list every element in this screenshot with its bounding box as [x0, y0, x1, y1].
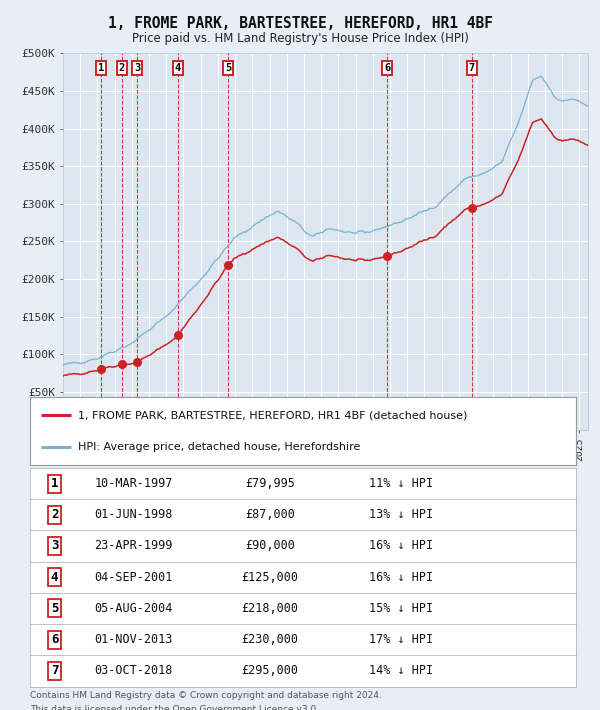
Text: 04-SEP-2001: 04-SEP-2001 — [95, 571, 173, 584]
Text: 3: 3 — [51, 540, 58, 552]
Text: Price paid vs. HM Land Registry's House Price Index (HPI): Price paid vs. HM Land Registry's House … — [131, 32, 469, 45]
Text: 01-JUN-1998: 01-JUN-1998 — [95, 508, 173, 521]
Text: 7: 7 — [51, 665, 58, 677]
Text: 16% ↓ HPI: 16% ↓ HPI — [368, 571, 433, 584]
Text: 2: 2 — [51, 508, 58, 521]
Text: 10-MAR-1997: 10-MAR-1997 — [95, 477, 173, 490]
Text: 05-AUG-2004: 05-AUG-2004 — [95, 602, 173, 615]
Text: £90,000: £90,000 — [245, 540, 295, 552]
Text: 1: 1 — [98, 62, 104, 72]
Text: 3: 3 — [134, 62, 140, 72]
Text: 5: 5 — [225, 62, 231, 72]
Text: HPI: Average price, detached house, Herefordshire: HPI: Average price, detached house, Here… — [78, 442, 361, 452]
Text: This data is licensed under the Open Government Licence v3.0.: This data is licensed under the Open Gov… — [30, 705, 319, 710]
Text: 23-APR-1999: 23-APR-1999 — [95, 540, 173, 552]
Text: £79,995: £79,995 — [245, 477, 295, 490]
Text: 14% ↓ HPI: 14% ↓ HPI — [368, 665, 433, 677]
Text: 1, FROME PARK, BARTESTREE, HEREFORD, HR1 4BF (detached house): 1, FROME PARK, BARTESTREE, HEREFORD, HR1… — [78, 410, 467, 420]
Text: £230,000: £230,000 — [242, 633, 299, 646]
Text: 13% ↓ HPI: 13% ↓ HPI — [368, 508, 433, 521]
Text: 5: 5 — [51, 602, 58, 615]
Text: £218,000: £218,000 — [242, 602, 299, 615]
Text: 01-NOV-2013: 01-NOV-2013 — [95, 633, 173, 646]
Text: 15% ↓ HPI: 15% ↓ HPI — [368, 602, 433, 615]
Text: 17% ↓ HPI: 17% ↓ HPI — [368, 633, 433, 646]
Text: 11% ↓ HPI: 11% ↓ HPI — [368, 477, 433, 490]
Text: 6: 6 — [51, 633, 58, 646]
Text: 7: 7 — [469, 62, 475, 72]
Text: £87,000: £87,000 — [245, 508, 295, 521]
Text: 16% ↓ HPI: 16% ↓ HPI — [368, 540, 433, 552]
Text: £295,000: £295,000 — [242, 665, 299, 677]
Text: £125,000: £125,000 — [242, 571, 299, 584]
Text: 1: 1 — [51, 477, 58, 490]
Text: 4: 4 — [175, 62, 181, 72]
Text: 1, FROME PARK, BARTESTREE, HEREFORD, HR1 4BF: 1, FROME PARK, BARTESTREE, HEREFORD, HR1… — [107, 16, 493, 31]
Text: 2: 2 — [119, 62, 125, 72]
Text: 6: 6 — [384, 62, 390, 72]
Text: 03-OCT-2018: 03-OCT-2018 — [95, 665, 173, 677]
Text: Contains HM Land Registry data © Crown copyright and database right 2024.: Contains HM Land Registry data © Crown c… — [30, 691, 382, 700]
Text: 4: 4 — [51, 571, 58, 584]
